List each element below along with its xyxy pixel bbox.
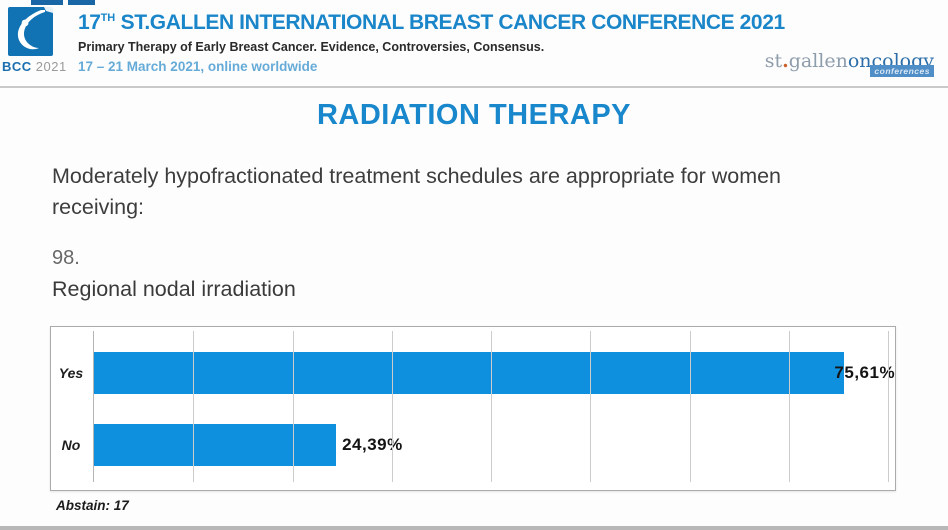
poll-results-chart: Yes No 75,61% 24,39% (50, 326, 896, 491)
gridline (888, 331, 889, 482)
header-divider (0, 86, 948, 88)
gridline (689, 331, 691, 482)
bcc-logo-caption: BCC 2021 (2, 59, 68, 74)
conferences-badge: conferences (870, 65, 934, 77)
stgallen-oncology-logo: st.gallenoncology conferences (764, 50, 934, 77)
gridline (590, 331, 592, 482)
logo-st: st (764, 50, 783, 72)
conference-header: 17TH ST.GALLEN INTERNATIONAL BREAST CANC… (78, 11, 785, 74)
gridline (491, 331, 492, 482)
logo-orange-dot: . (782, 50, 789, 72)
title-ordinal: TH (100, 12, 116, 24)
abstain-count: Abstain: 17 (56, 498, 129, 513)
top-edge-artifact (68, 0, 95, 5)
gridline (788, 331, 790, 482)
title-text: ST.GALLEN INTERNATIONAL BREAST CANCER CO… (115, 11, 786, 34)
question-text: Moderately hypofractionated treatment sc… (52, 164, 782, 219)
logo-gallen: gallen (788, 50, 848, 72)
top-edge-artifact (31, 0, 63, 5)
bar-no (94, 424, 337, 466)
value-label-no: 24,39% (342, 435, 403, 454)
bcc-year: 2021 (35, 59, 67, 74)
value-label-yes: 75,61% (834, 363, 896, 382)
gridline (292, 331, 294, 482)
gridline (193, 331, 195, 482)
breast-symbol-icon (8, 7, 53, 56)
bcc-text: BCC (2, 59, 32, 74)
bottom-edge-strip (0, 526, 948, 530)
section-title: RADIATION THERAPY (316, 99, 632, 131)
bcc-logo (8, 7, 53, 56)
category-label-yes: Yes (58, 365, 84, 381)
conference-title: 17TH ST.GALLEN INTERNATIONAL BREAST CANC… (78, 11, 785, 35)
conference-subtitle: Primary Therapy of Early Breast Cancer. … (78, 40, 545, 54)
question-number: 98. (52, 247, 80, 269)
chart-plot-area: Yes No 75,61% 24,39% (59, 331, 895, 482)
conference-dates: 17 – 21 March 2021, online worldwide (78, 59, 318, 74)
title-number: 17 (78, 11, 101, 34)
bar-yes (94, 352, 845, 394)
gridline (391, 331, 393, 482)
category-label-no: No (61, 437, 81, 453)
answer-subject: Regional nodal irradiation (52, 277, 296, 301)
